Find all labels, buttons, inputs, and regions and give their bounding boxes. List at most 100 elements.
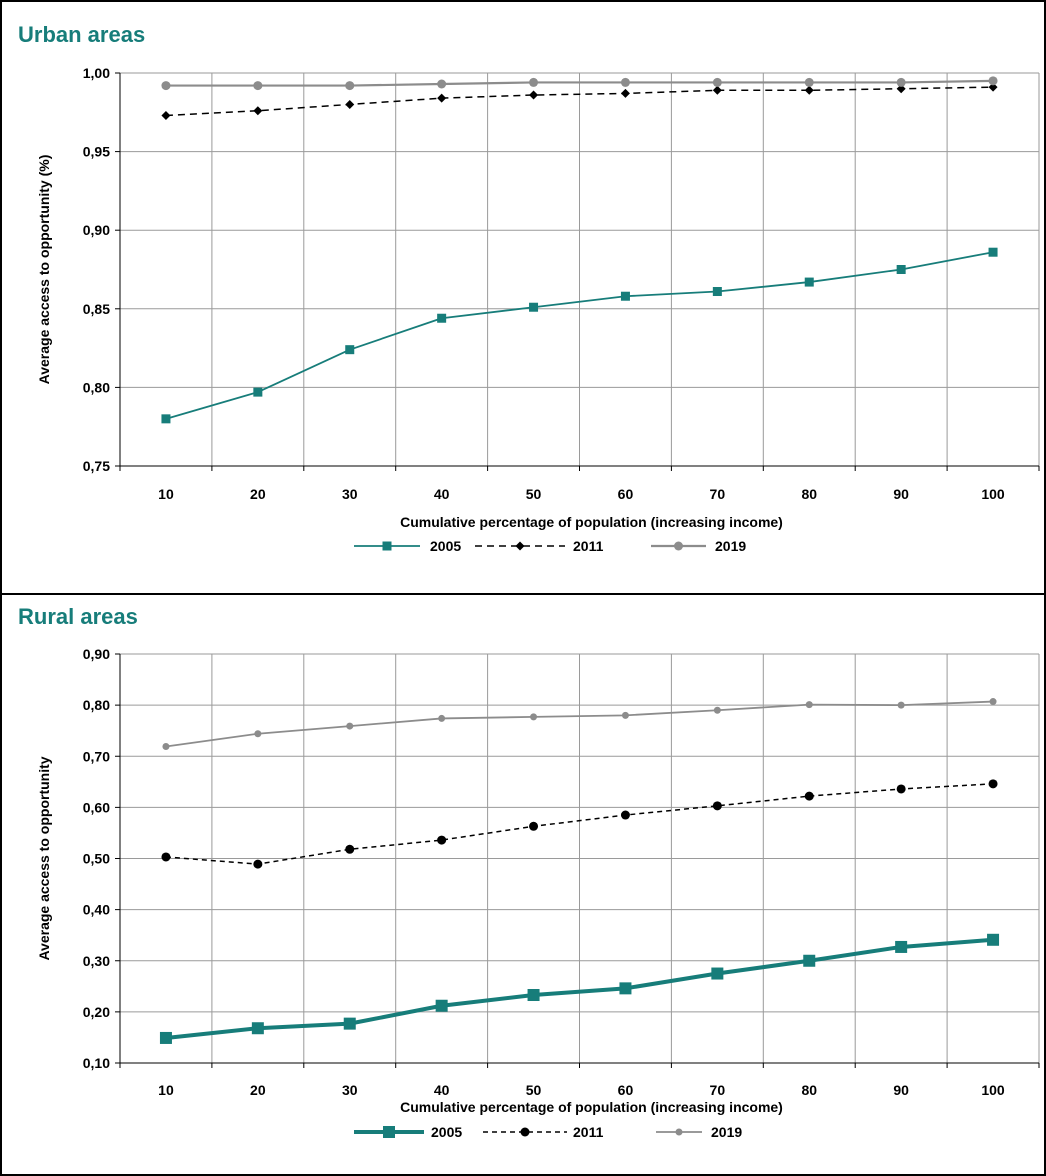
x-axis-label: Cumulative percentage of population (inc… — [400, 1099, 783, 1115]
data-point-2011 — [712, 801, 722, 811]
legend-label-2019: 2019 — [715, 538, 746, 554]
rural-panel: Rural areas 0,10 0,20 0,30 0,40 0,50 0,60 0,70 0… — [18, 604, 1040, 1140]
legend-marker-2011 — [515, 541, 525, 551]
data-point-2011 — [896, 84, 906, 94]
data-point-2011 — [437, 93, 447, 103]
x-tick-label: 90 — [893, 486, 909, 502]
data-point-2011 — [804, 791, 814, 801]
x-tick-label: 90 — [893, 1082, 909, 1098]
x-tick-label: 40 — [434, 1082, 450, 1098]
data-point-2019 — [989, 698, 997, 706]
data-point-2005 — [988, 247, 998, 257]
series-line-2005 — [165, 251, 994, 420]
data-point-2005 — [803, 954, 816, 967]
y-tick-label: 0,10 — [83, 1055, 110, 1071]
legend-item-2005: 2005 — [354, 1124, 462, 1140]
legend-label-2011: 2011 — [573, 538, 604, 554]
y-tick-label: 0,90 — [83, 222, 110, 238]
y-tick-label: 0,80 — [83, 379, 110, 395]
data-point-2011 — [620, 88, 630, 98]
legend-item-2019: 2019 — [656, 1124, 742, 1140]
y-tick-label: 0,75 — [83, 458, 110, 474]
data-point-2005 — [159, 1031, 172, 1044]
data-point-2011 — [529, 821, 539, 831]
data-point-2019 — [529, 77, 539, 87]
legend-marker-2005 — [382, 541, 392, 551]
data-point-2005 — [437, 313, 447, 323]
data-point-2019 — [896, 77, 906, 87]
data-point-2019 — [346, 722, 354, 730]
data-point-2011 — [988, 82, 998, 92]
data-point-2005 — [804, 277, 814, 287]
data-point-2005 — [529, 302, 539, 312]
data-point-2005 — [711, 967, 724, 980]
x-tick-label: 10 — [158, 486, 174, 502]
series-2005 — [161, 247, 998, 424]
data-point-2011 — [804, 85, 814, 95]
x-tick-label: 10 — [158, 1082, 174, 1098]
legend-label-2019: 2019 — [711, 1124, 742, 1140]
y-tick-label: 0,40 — [83, 902, 110, 918]
legend-item-2011: 2011 — [483, 1124, 604, 1140]
legend-label-2011: 2011 — [573, 1124, 604, 1140]
legend-label-2005: 2005 — [431, 1124, 462, 1140]
x-tick-label: 40 — [434, 486, 450, 502]
data-point-2011 — [253, 106, 263, 116]
data-point-2005 — [896, 265, 906, 274]
legend-marker-2011 — [520, 1127, 530, 1137]
x-tick-label: 60 — [618, 486, 634, 502]
data-point-2005 — [343, 1017, 356, 1030]
data-point-2005 — [527, 989, 540, 1002]
series-line-2005 — [165, 937, 994, 1040]
legend-item-2005: 2005 — [354, 538, 461, 554]
y-tick-label: 0,90 — [83, 646, 110, 662]
data-point-2011 — [161, 852, 171, 862]
data-point-2011 — [161, 110, 171, 120]
x-tick-label: 100 — [981, 486, 1005, 502]
legend-item-2019: 2019 — [651, 538, 746, 554]
x-tick-label: 30 — [342, 486, 358, 502]
x-tick-label: 60 — [618, 1082, 634, 1098]
data-point-2019 — [162, 743, 170, 751]
data-point-2005 — [251, 1022, 264, 1035]
x-tick-label: 20 — [250, 1082, 266, 1098]
data-point-2019 — [621, 711, 629, 719]
series-2011 — [161, 779, 998, 869]
data-point-2005 — [712, 287, 722, 297]
data-point-2011 — [345, 844, 355, 854]
x-tick-label: 80 — [801, 1082, 817, 1098]
legend-label-2005: 2005 — [430, 538, 461, 554]
x-tick-label: 70 — [710, 1082, 726, 1098]
legend-marker-2019 — [674, 541, 683, 551]
legend-item-2011: 2011 — [475, 538, 604, 554]
series-line-2011 — [165, 783, 994, 865]
y-tick-label: 0,30 — [83, 953, 110, 969]
data-point-2011 — [253, 859, 263, 869]
data-point-2005 — [345, 345, 355, 355]
y-tick-label: 0,50 — [83, 851, 110, 867]
y-tick-label: 0,95 — [83, 144, 110, 160]
panel-title: Urban areas — [18, 22, 145, 47]
y-tick-label: 0,60 — [83, 799, 110, 815]
data-point-2005 — [987, 933, 1000, 946]
y-tick-label: 0,85 — [83, 301, 110, 317]
data-point-2005 — [161, 414, 171, 424]
data-point-2005 — [435, 999, 448, 1012]
data-point-2005 — [895, 940, 908, 953]
series-2019 — [162, 698, 997, 751]
x-tick-label: 20 — [250, 486, 266, 502]
y-tick-label: 0,70 — [83, 748, 110, 764]
legend-marker-2005 — [383, 1126, 395, 1138]
panel-title: Rural areas — [18, 604, 138, 629]
x-axis-label: Cumulative percentage of population (inc… — [400, 514, 783, 530]
data-point-2011 — [437, 835, 447, 845]
series-line-2019 — [165, 79, 994, 87]
data-point-2019 — [713, 706, 721, 714]
data-point-2011 — [988, 779, 998, 789]
data-point-2019 — [345, 81, 355, 91]
grid — [115, 72, 1040, 471]
data-point-2019 — [804, 77, 814, 87]
x-tick-label: 100 — [981, 1082, 1005, 1098]
data-point-2011 — [529, 90, 539, 100]
